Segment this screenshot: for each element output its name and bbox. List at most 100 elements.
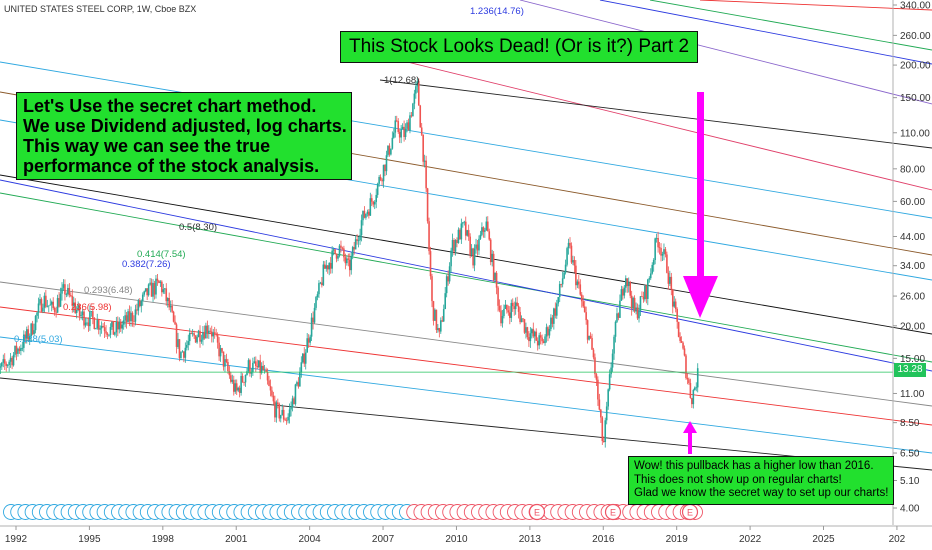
candle-body [598, 399, 601, 410]
candle-body [281, 409, 284, 416]
candle-body [55, 311, 57, 313]
candle-body [688, 379, 690, 384]
candle-body [557, 297, 560, 304]
candle-body [551, 317, 554, 324]
candle-body [64, 284, 66, 295]
earnings-marker-letter: E [610, 508, 616, 518]
candle-body [535, 331, 538, 341]
candle-body [1, 362, 3, 367]
candle-body [407, 122, 410, 131]
candle-body [391, 137, 394, 149]
y-tick-label: 26.00 [900, 292, 925, 303]
candle-body [420, 127, 423, 135]
candle-body [155, 278, 157, 295]
y-tick-label: 4.00 [900, 504, 920, 515]
candle-body [607, 389, 609, 407]
candle-body [331, 250, 333, 269]
y-tick-label: 20.00 [900, 321, 925, 332]
candle-body [438, 328, 441, 332]
candle-body [605, 406, 608, 421]
candle-body [412, 103, 414, 117]
candle-body [398, 131, 401, 138]
method-line: This way we can see the true [23, 136, 271, 156]
candle-body [42, 307, 44, 312]
candle-body [595, 374, 598, 380]
candle-body [306, 338, 308, 353]
candle-body [583, 306, 586, 313]
candle-body [219, 348, 222, 357]
candle-body [334, 249, 336, 254]
candle-body [416, 80, 419, 87]
candle-body [406, 122, 408, 129]
candle-body [563, 272, 565, 279]
candle-body [561, 278, 564, 285]
candle-body [441, 320, 444, 322]
candle-body [669, 276, 671, 284]
candle-body [548, 329, 551, 336]
candle-body [501, 316, 504, 324]
candle-body [315, 297, 317, 308]
candle-body [692, 389, 695, 405]
candle-body [96, 320, 99, 329]
candle-body [592, 349, 595, 358]
candle-body [297, 382, 300, 387]
candle-body [139, 300, 141, 307]
candle-body [65, 294, 68, 295]
candle-body [685, 355, 687, 379]
candle-body [591, 337, 593, 350]
candle-body [456, 239, 458, 244]
candle-body [321, 282, 323, 286]
candle-body [36, 312, 38, 316]
candle-body [503, 308, 505, 317]
candle-body [156, 278, 159, 281]
candle-body [459, 229, 461, 240]
candle-body [632, 297, 634, 309]
candle-body [285, 420, 288, 422]
candle-body [384, 164, 386, 172]
x-tick-label: 202 [889, 534, 906, 545]
candle-body [290, 407, 292, 410]
candle-body [309, 336, 311, 343]
y-tick-label: 44.00 [900, 232, 925, 243]
candle-body [326, 265, 329, 270]
candle-body [626, 278, 629, 287]
candle-body [491, 253, 493, 263]
y-tick-label: 110.00 [900, 128, 930, 139]
candle-body [67, 287, 69, 295]
candle-body [604, 420, 607, 443]
candle-body [639, 296, 642, 311]
candle-body [550, 317, 552, 330]
fib-line [379, 79, 932, 149]
candle-body [611, 353, 614, 368]
candle-body [683, 348, 686, 356]
x-tick-label: 2004 [299, 534, 322, 545]
candle-body [670, 276, 673, 290]
candle-body [623, 287, 626, 296]
candle-body [58, 298, 60, 307]
candle-body [89, 311, 91, 327]
candle-body [90, 311, 93, 312]
candle-body [586, 320, 589, 340]
fib-level-label: 0.128(5.03) [14, 334, 63, 345]
candle-body [11, 357, 13, 366]
fib-line [0, 179, 932, 372]
candle-body [240, 375, 242, 393]
candle-body [166, 298, 169, 302]
candle-body [337, 255, 339, 259]
candle-body [208, 330, 210, 334]
candle-body [257, 360, 260, 368]
candle-body [627, 282, 630, 287]
candle-body [256, 365, 259, 368]
candle-body [307, 338, 310, 343]
candle-body [343, 248, 345, 258]
candle-body [158, 280, 160, 283]
candle-body [393, 132, 395, 138]
candle-body [466, 230, 469, 236]
candle-body [451, 239, 454, 251]
candle-body [378, 176, 380, 184]
earnings-marker [681, 503, 699, 521]
candle-body [46, 305, 49, 307]
candle-body [232, 379, 235, 392]
candle-body [118, 321, 121, 330]
candle-body [200, 339, 203, 342]
